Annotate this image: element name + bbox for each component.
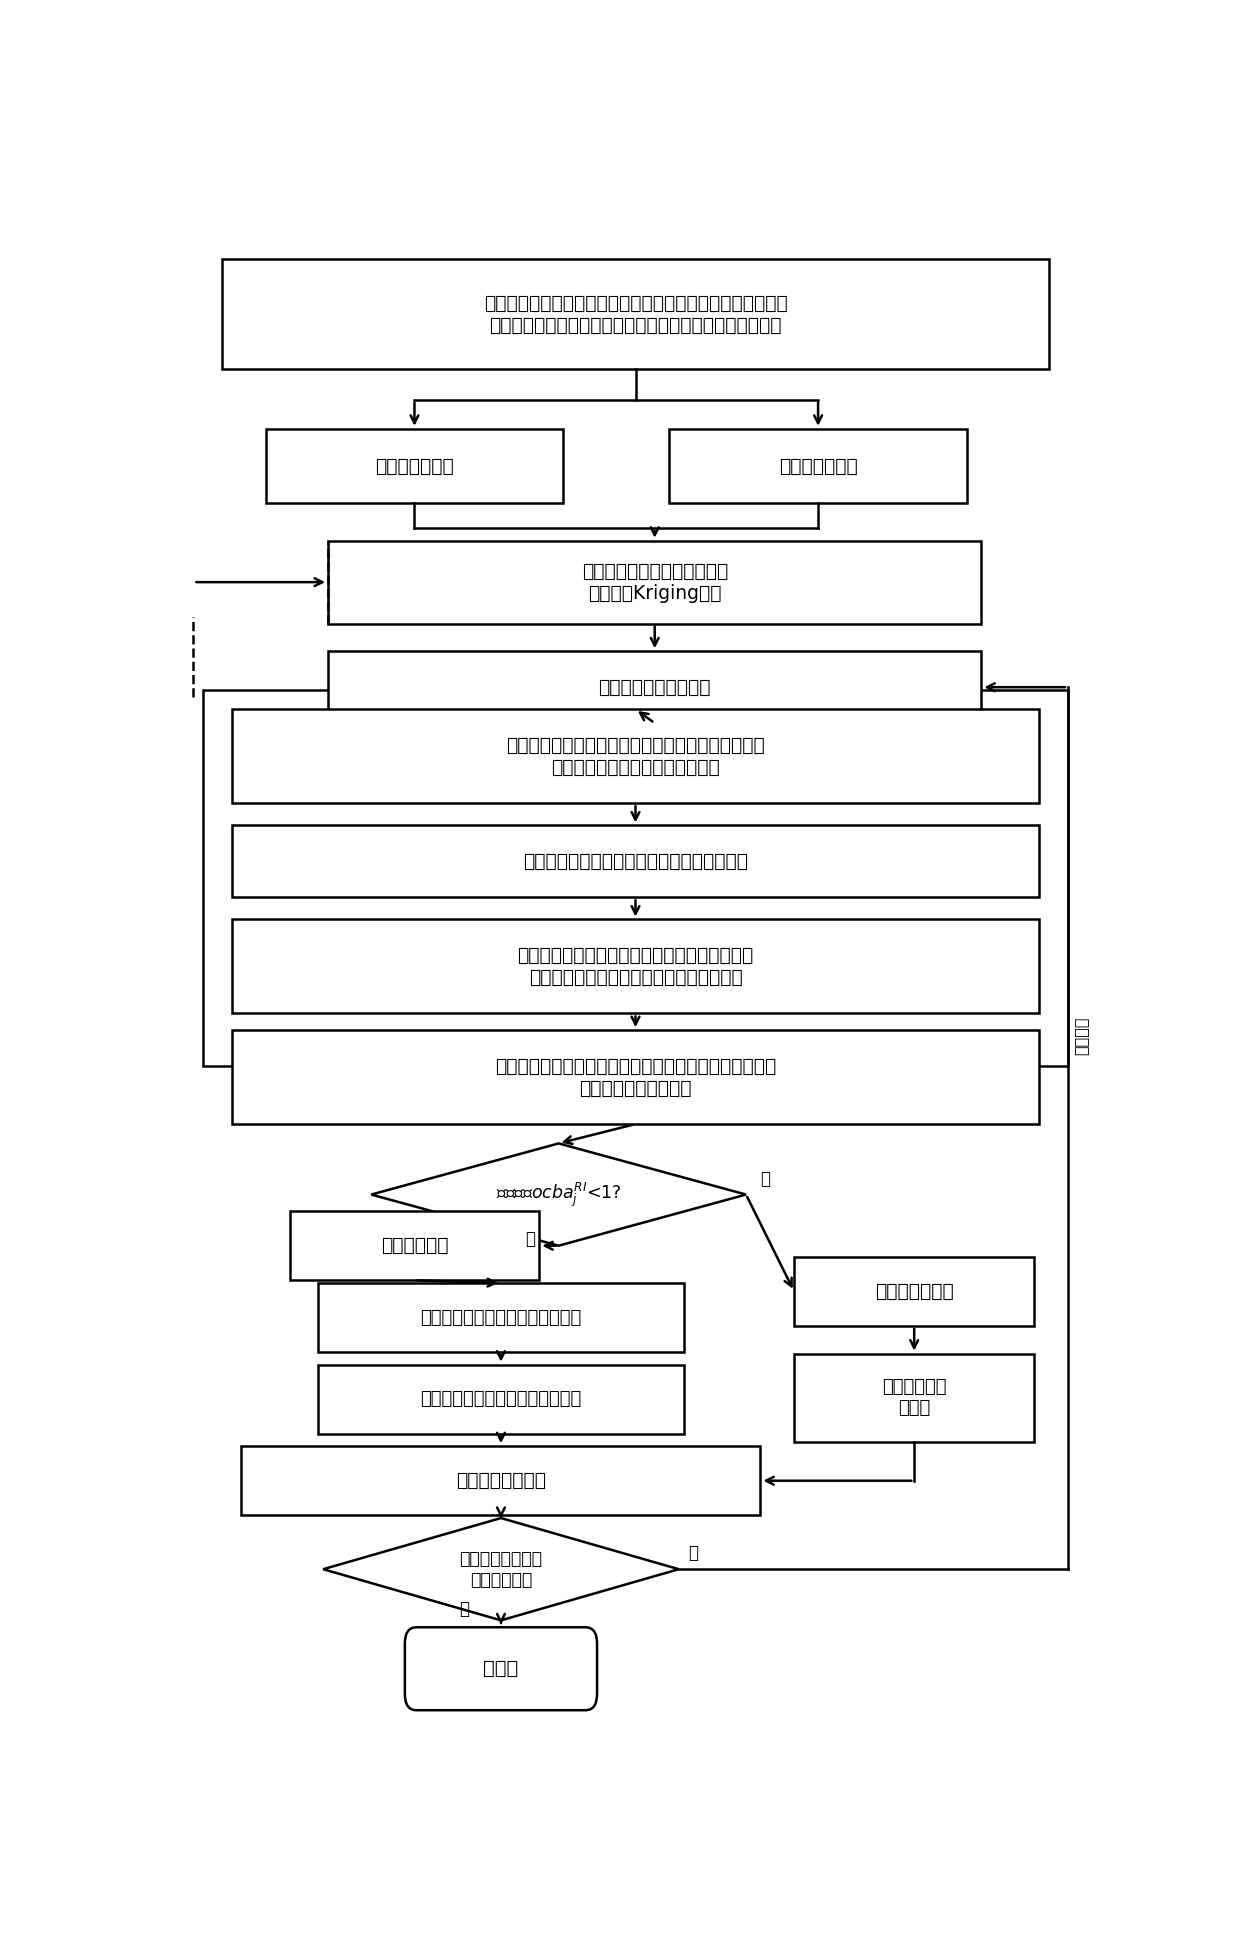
Polygon shape	[371, 1143, 746, 1245]
Text: 构建参数化模型: 构建参数化模型	[779, 456, 858, 475]
Text: 进一步考虑概率不确定性对各性能指标的影响: 进一步考虑概率不确定性对各性能指标的影响	[523, 851, 748, 871]
Text: 达到最大迭代次数
或收敛条件？: 达到最大迭代次数 或收敛条件？	[460, 1551, 542, 1590]
Text: 计算目标和约束性能的稳健性系数: 计算目标和约束性能的稳健性系数	[420, 1309, 582, 1327]
Text: 计算整体性能稳健均衡距离并排序: 计算整体性能稳健均衡距离并排序	[420, 1391, 582, 1408]
Text: 否: 否	[760, 1171, 770, 1188]
Text: 计算种群所有个体的约束性能近似区间与给定区间常数的
四个区间角度重合系数: 计算种群所有个体的约束性能近似区间与给定区间常数的 四个区间角度重合系数	[495, 1056, 776, 1097]
Text: 基于样本点分别建立目标和约
束性能的Kriging模型: 基于样本点分别建立目标和约 束性能的Kriging模型	[582, 561, 728, 602]
FancyBboxPatch shape	[404, 1627, 596, 1710]
Text: 确定复杂装备关键部件结构动态特性稳健均衡设计模型中设计
变量取值范围、概率变量的分布参数和区间变量的变化范围: 确定复杂装备关键部件结构动态特性稳健均衡设计模型中设计 变量取值范围、概率变量的…	[484, 294, 787, 335]
Text: 是: 是	[460, 1601, 470, 1619]
FancyBboxPatch shape	[222, 259, 1049, 370]
Text: 是: 是	[525, 1229, 534, 1249]
FancyBboxPatch shape	[794, 1354, 1034, 1442]
FancyBboxPatch shape	[232, 826, 1039, 898]
FancyBboxPatch shape	[232, 919, 1039, 1013]
Text: 通过蒙特卡洛法求得概率区间混合不确定性影响
下目标和约束相应性能指标的均值和标准差: 通过蒙特卡洛法求得概率区间混合不确定性影响 下目标和约束相应性能指标的均值和标准…	[517, 947, 754, 988]
FancyBboxPatch shape	[319, 1284, 683, 1352]
FancyBboxPatch shape	[203, 690, 1068, 1066]
FancyBboxPatch shape	[232, 1030, 1039, 1124]
Text: 所有种群个体排序: 所有种群个体排序	[456, 1471, 546, 1490]
Text: 个体所有$ocba_j^{RI}$<1?: 个体所有$ocba_j^{RI}$<1?	[496, 1180, 621, 1208]
Text: 否: 否	[688, 1543, 698, 1562]
Polygon shape	[324, 1517, 678, 1621]
FancyBboxPatch shape	[319, 1366, 683, 1434]
FancyBboxPatch shape	[327, 542, 982, 623]
FancyBboxPatch shape	[794, 1256, 1034, 1327]
Text: 遗传算法基本参数配置: 遗传算法基本参数配置	[599, 678, 711, 697]
FancyBboxPatch shape	[290, 1212, 539, 1280]
Text: 按约束总违反
度排序: 按约束总违反 度排序	[882, 1379, 946, 1418]
Text: 交叉变异: 交叉变异	[1073, 1017, 1087, 1054]
FancyBboxPatch shape	[242, 1445, 760, 1516]
FancyBboxPatch shape	[327, 651, 982, 723]
FancyBboxPatch shape	[232, 709, 1039, 803]
Text: 最优解: 最优解	[484, 1660, 518, 1679]
Text: 拉丁超立方采样: 拉丁超立方采样	[374, 456, 454, 475]
FancyBboxPatch shape	[265, 429, 563, 503]
FancyBboxPatch shape	[670, 429, 967, 503]
Text: 对概率变量均值化处理，计算在区间不确定性影响下
的目标和约束性能区间的相关参数: 对概率变量均值化处理，计算在区间不确定性影响下 的目标和约束性能区间的相关参数	[506, 736, 765, 777]
Text: 不可行设计向量: 不可行设计向量	[874, 1282, 954, 1301]
Text: 可行设计向量: 可行设计向量	[381, 1237, 448, 1255]
